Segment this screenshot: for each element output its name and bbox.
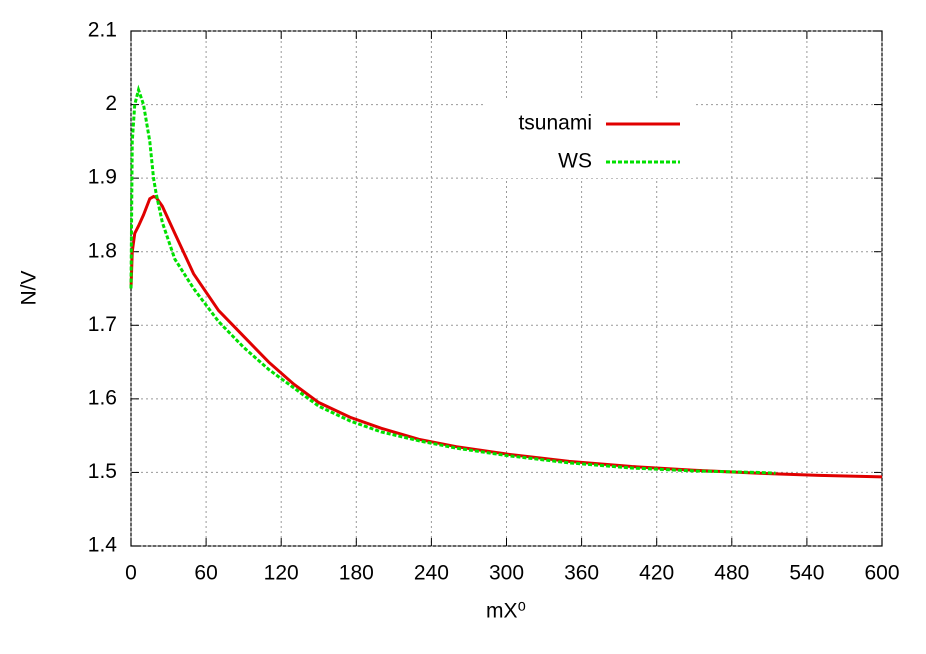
legend-label: tsunami — [518, 112, 592, 135]
y-axis-label: N/V — [18, 270, 41, 305]
series-line — [129, 84, 776, 475]
legend-label: WS — [558, 150, 592, 173]
y-tick-label: 1.9 — [88, 166, 117, 189]
x-tick-label: 420 — [639, 562, 674, 585]
y-tick-label: 1.7 — [88, 313, 117, 336]
x-tick-label: 300 — [489, 562, 524, 585]
x-tick-label: 360 — [564, 562, 599, 585]
x-tick-label: 120 — [264, 562, 299, 585]
legend-box — [486, 100, 696, 178]
x-tick-label: 180 — [339, 562, 374, 585]
x-tick-label: 600 — [864, 562, 899, 585]
x-tick-label: 0 — [125, 562, 137, 585]
x-tick-label: 540 — [789, 562, 824, 585]
x-axis-label: mX⁰ — [486, 600, 526, 623]
y-tick-label: 2.1 — [88, 19, 117, 42]
x-tick-label: 60 — [194, 562, 217, 585]
y-tick-label: 1.4 — [88, 534, 118, 557]
x-tick-label: 240 — [414, 562, 449, 585]
y-tick-label: 1.6 — [88, 386, 117, 409]
y-tick-label: 1.8 — [88, 239, 117, 262]
y-tick-label: 2 — [105, 92, 117, 115]
y-tick-label: 1.5 — [88, 460, 117, 483]
x-tick-label: 480 — [714, 562, 749, 585]
